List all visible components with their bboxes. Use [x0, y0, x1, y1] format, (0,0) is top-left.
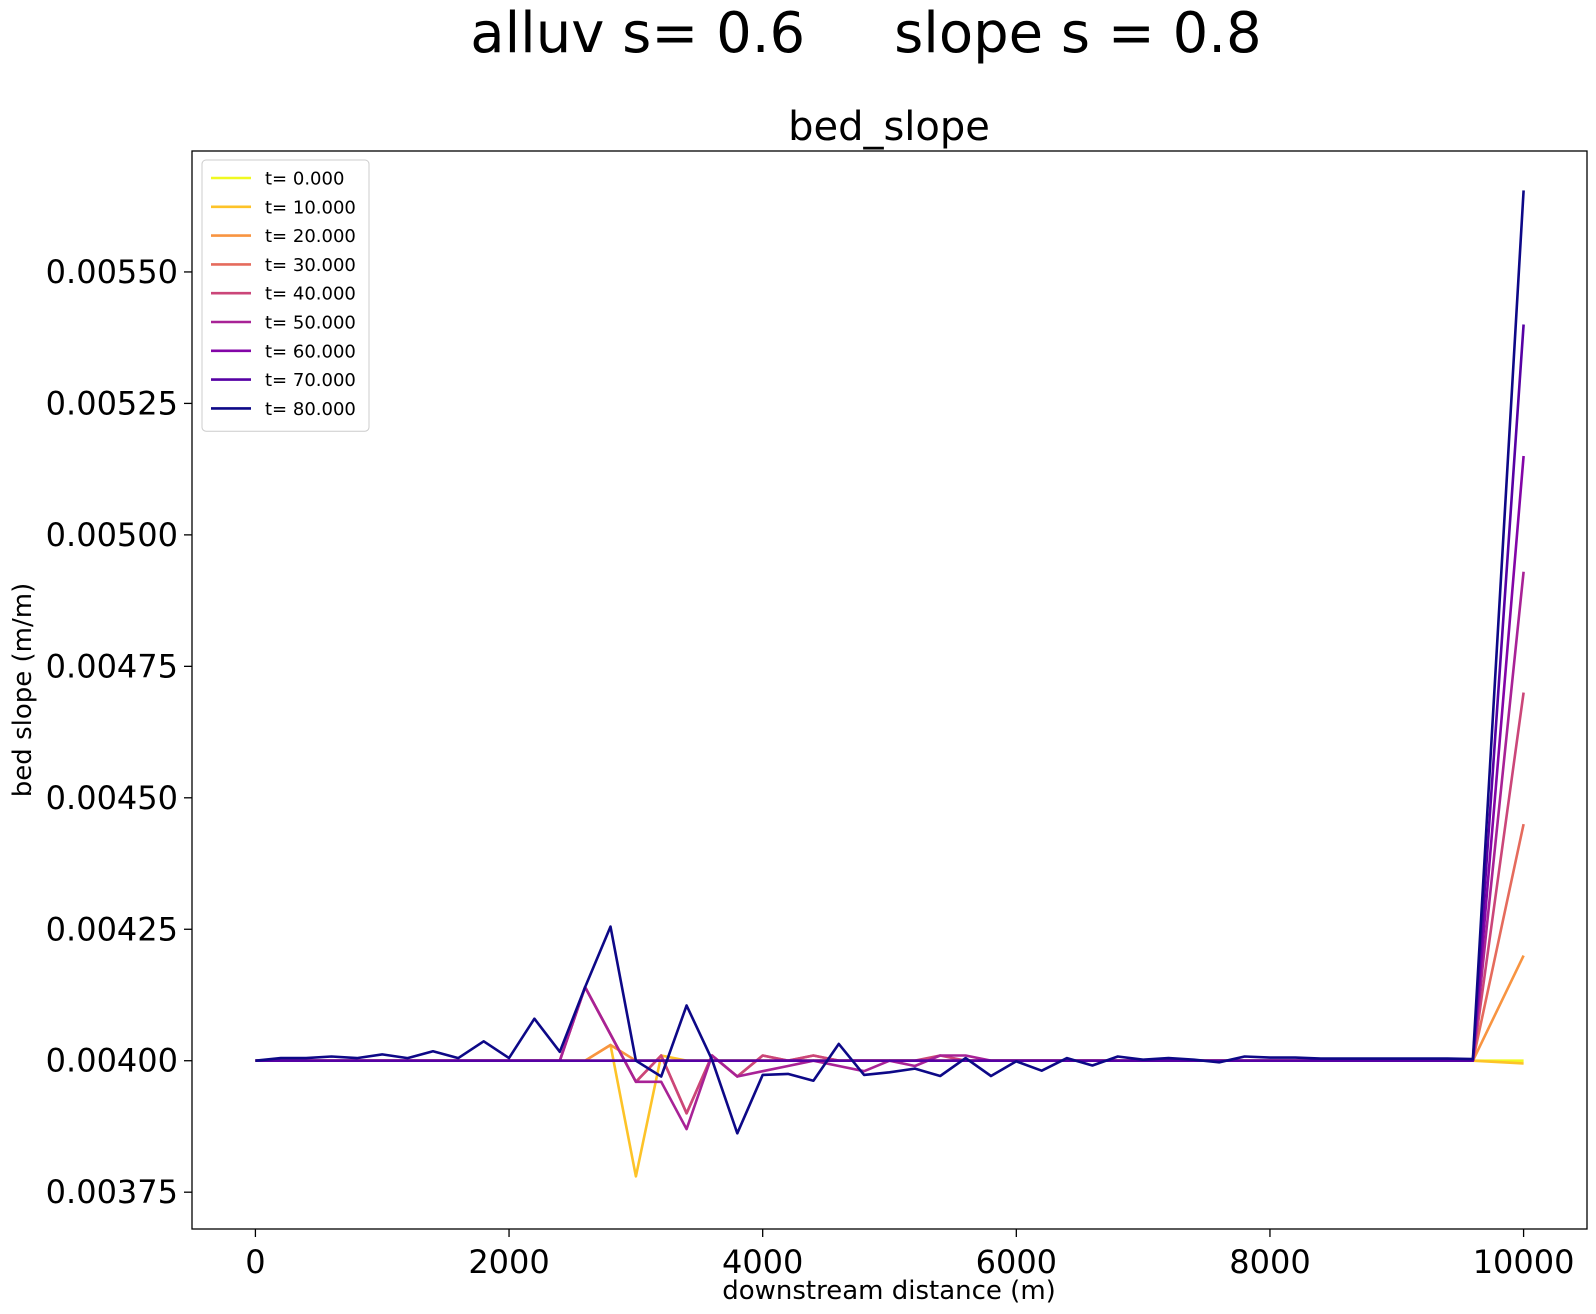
plot-lines [255, 190, 1525, 1178]
series-line-8 [255, 190, 1525, 1135]
y-tick-label: 0.00450 [46, 779, 178, 817]
legend-label: t= 0.000 [265, 169, 344, 190]
x-tick-label: 2000 [468, 1243, 549, 1281]
chart-title: bed_slope [788, 104, 990, 150]
x-tick-label: 6000 [976, 1243, 1057, 1281]
legend: t= 0.000 t= 10.000 t= 20.000 t= 30.000 t= 40… [201, 159, 370, 432]
y-tick-label: 0.00425 [46, 910, 178, 948]
x-axis-label: downstream distance (m) [722, 1276, 1056, 1306]
x-tick-label: 10000 [1473, 1243, 1575, 1281]
legend-label: t= 20.000 [265, 226, 356, 247]
y-axis: 0.00375 0.00400 0.00425 0.00450 0.00475 0.005… [46, 253, 192, 1211]
x-axis: 0 2000 4000 6000 8000 10000 [245, 1229, 1574, 1281]
x-tick-label: 0 [245, 1243, 265, 1281]
x-tick-label: 4000 [722, 1243, 803, 1281]
legend-label: t= 40.000 [265, 284, 356, 305]
legend-label: t= 50.000 [265, 313, 356, 334]
figure-suptitle: alluv s= 0.6 slope s = 0.8 [470, 1, 1261, 66]
y-tick-label: 0.00550 [46, 253, 178, 291]
y-tick-label: 0.00400 [46, 1042, 178, 1080]
y-tick-label: 0.00475 [46, 647, 178, 685]
legend-label: t= 10.000 [265, 197, 356, 218]
legend-label: t= 80.000 [265, 399, 356, 420]
legend-label: t= 70.000 [265, 370, 356, 391]
y-tick-label: 0.00525 [46, 384, 178, 422]
y-tick-label: 0.00375 [46, 1173, 178, 1211]
legend-label: t= 60.000 [265, 341, 356, 362]
series-line-7 [255, 324, 1525, 1062]
plot-frame [191, 150, 1588, 1230]
legend-box [201, 159, 370, 432]
legend-label: t= 30.000 [265, 255, 356, 276]
x-tick-label: 8000 [1229, 1243, 1310, 1281]
y-tick-label: 0.00500 [46, 516, 178, 554]
y-axis-label: bed slope (m/m) [8, 583, 38, 797]
